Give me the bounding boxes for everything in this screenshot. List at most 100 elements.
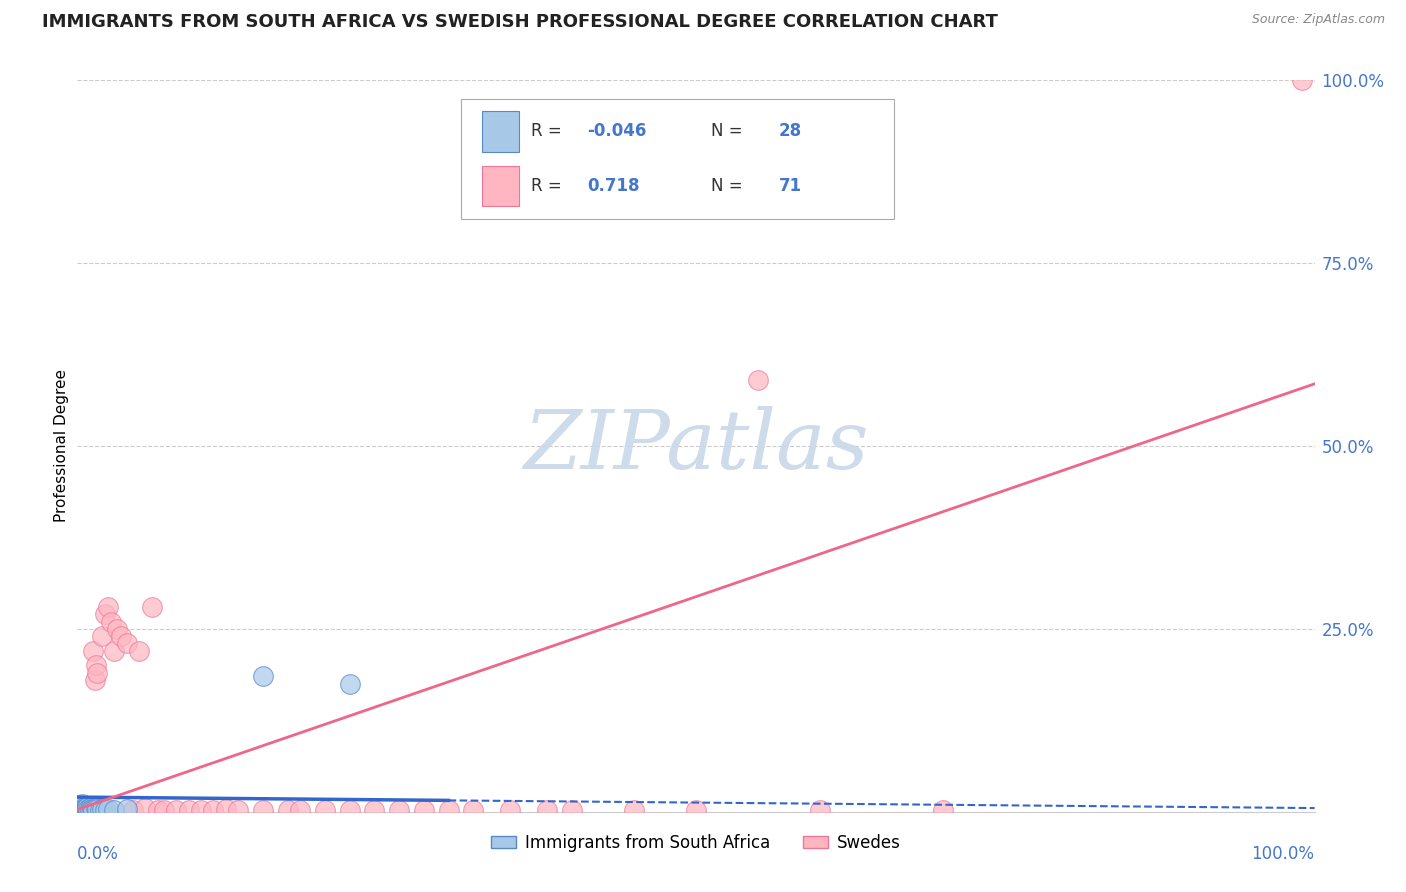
Point bbox=[128, 644, 150, 658]
Point bbox=[86, 802, 108, 816]
Point bbox=[73, 800, 96, 814]
Point bbox=[932, 803, 955, 817]
Point bbox=[388, 803, 411, 817]
Point bbox=[72, 803, 94, 817]
Point bbox=[339, 676, 361, 690]
Point bbox=[80, 802, 103, 816]
Point bbox=[84, 801, 107, 815]
Point bbox=[115, 802, 138, 816]
Point bbox=[70, 803, 93, 817]
Text: -0.046: -0.046 bbox=[588, 122, 647, 140]
Text: ZIPatlas: ZIPatlas bbox=[523, 406, 869, 486]
Point bbox=[72, 802, 94, 816]
Point bbox=[190, 803, 212, 817]
Bar bbox=[482, 166, 519, 206]
Point bbox=[339, 803, 361, 817]
Point bbox=[75, 801, 97, 815]
Point bbox=[84, 658, 107, 673]
Point bbox=[226, 803, 249, 817]
Text: 0.718: 0.718 bbox=[588, 178, 640, 195]
Point bbox=[70, 803, 93, 817]
Text: N =: N = bbox=[711, 122, 748, 140]
Point bbox=[499, 803, 522, 817]
Point bbox=[277, 803, 299, 817]
Point bbox=[177, 803, 200, 817]
Text: N =: N = bbox=[711, 178, 748, 195]
Point bbox=[93, 803, 115, 817]
Point bbox=[97, 599, 120, 614]
Point bbox=[363, 803, 385, 817]
Point bbox=[89, 803, 111, 817]
Point bbox=[412, 803, 434, 817]
Point bbox=[252, 669, 274, 683]
Point bbox=[77, 802, 100, 816]
Point bbox=[437, 803, 460, 817]
Point bbox=[69, 802, 91, 816]
Point bbox=[72, 801, 94, 815]
Bar bbox=[482, 112, 519, 152]
Point bbox=[808, 803, 831, 817]
Point bbox=[83, 673, 105, 687]
Point bbox=[82, 803, 104, 817]
Point bbox=[100, 615, 122, 629]
Point bbox=[75, 803, 97, 817]
Y-axis label: Professional Degree: Professional Degree bbox=[53, 369, 69, 523]
Point bbox=[91, 629, 114, 643]
Point bbox=[70, 798, 93, 813]
Point bbox=[72, 797, 94, 812]
Point bbox=[215, 802, 238, 816]
Point bbox=[67, 803, 90, 817]
FancyBboxPatch shape bbox=[461, 99, 894, 219]
Point bbox=[536, 803, 558, 817]
Point bbox=[165, 803, 187, 817]
Point bbox=[93, 607, 115, 622]
Point bbox=[70, 801, 93, 815]
Point bbox=[288, 803, 311, 817]
Point bbox=[76, 800, 98, 814]
Point bbox=[463, 803, 485, 817]
Point bbox=[153, 803, 176, 817]
Point bbox=[115, 636, 138, 650]
Point bbox=[75, 801, 97, 815]
Legend: Immigrants from South Africa, Swedes: Immigrants from South Africa, Swedes bbox=[485, 827, 907, 858]
Point bbox=[82, 802, 104, 816]
Text: 28: 28 bbox=[779, 122, 801, 140]
Text: 71: 71 bbox=[779, 178, 801, 195]
Text: 0.0%: 0.0% bbox=[77, 845, 120, 863]
Point bbox=[314, 803, 336, 817]
Point bbox=[122, 803, 145, 817]
Point bbox=[70, 802, 93, 816]
Point bbox=[252, 803, 274, 817]
Point bbox=[89, 803, 111, 817]
Point bbox=[110, 629, 132, 643]
Point bbox=[91, 802, 114, 816]
Point bbox=[72, 803, 94, 817]
Point bbox=[623, 803, 645, 817]
Text: 100.0%: 100.0% bbox=[1251, 845, 1315, 863]
Point bbox=[79, 803, 101, 817]
Point bbox=[72, 803, 94, 817]
Point bbox=[202, 803, 225, 817]
Point bbox=[80, 803, 103, 817]
Point bbox=[69, 801, 91, 815]
Point bbox=[72, 800, 94, 814]
Point bbox=[79, 801, 101, 815]
Point bbox=[76, 803, 98, 817]
Point bbox=[69, 803, 91, 817]
Point bbox=[82, 644, 104, 658]
Point bbox=[77, 802, 100, 816]
Point bbox=[82, 803, 104, 817]
Point bbox=[747, 373, 769, 387]
Point bbox=[91, 803, 114, 817]
Text: R =: R = bbox=[531, 178, 568, 195]
Point bbox=[103, 803, 125, 817]
Point bbox=[87, 803, 110, 817]
Point bbox=[76, 802, 98, 816]
Point bbox=[1291, 73, 1313, 87]
Text: Source: ZipAtlas.com: Source: ZipAtlas.com bbox=[1251, 13, 1385, 27]
Point bbox=[86, 665, 108, 680]
Point bbox=[97, 802, 120, 816]
Text: R =: R = bbox=[531, 122, 568, 140]
Point bbox=[84, 801, 107, 815]
Point bbox=[134, 801, 156, 815]
